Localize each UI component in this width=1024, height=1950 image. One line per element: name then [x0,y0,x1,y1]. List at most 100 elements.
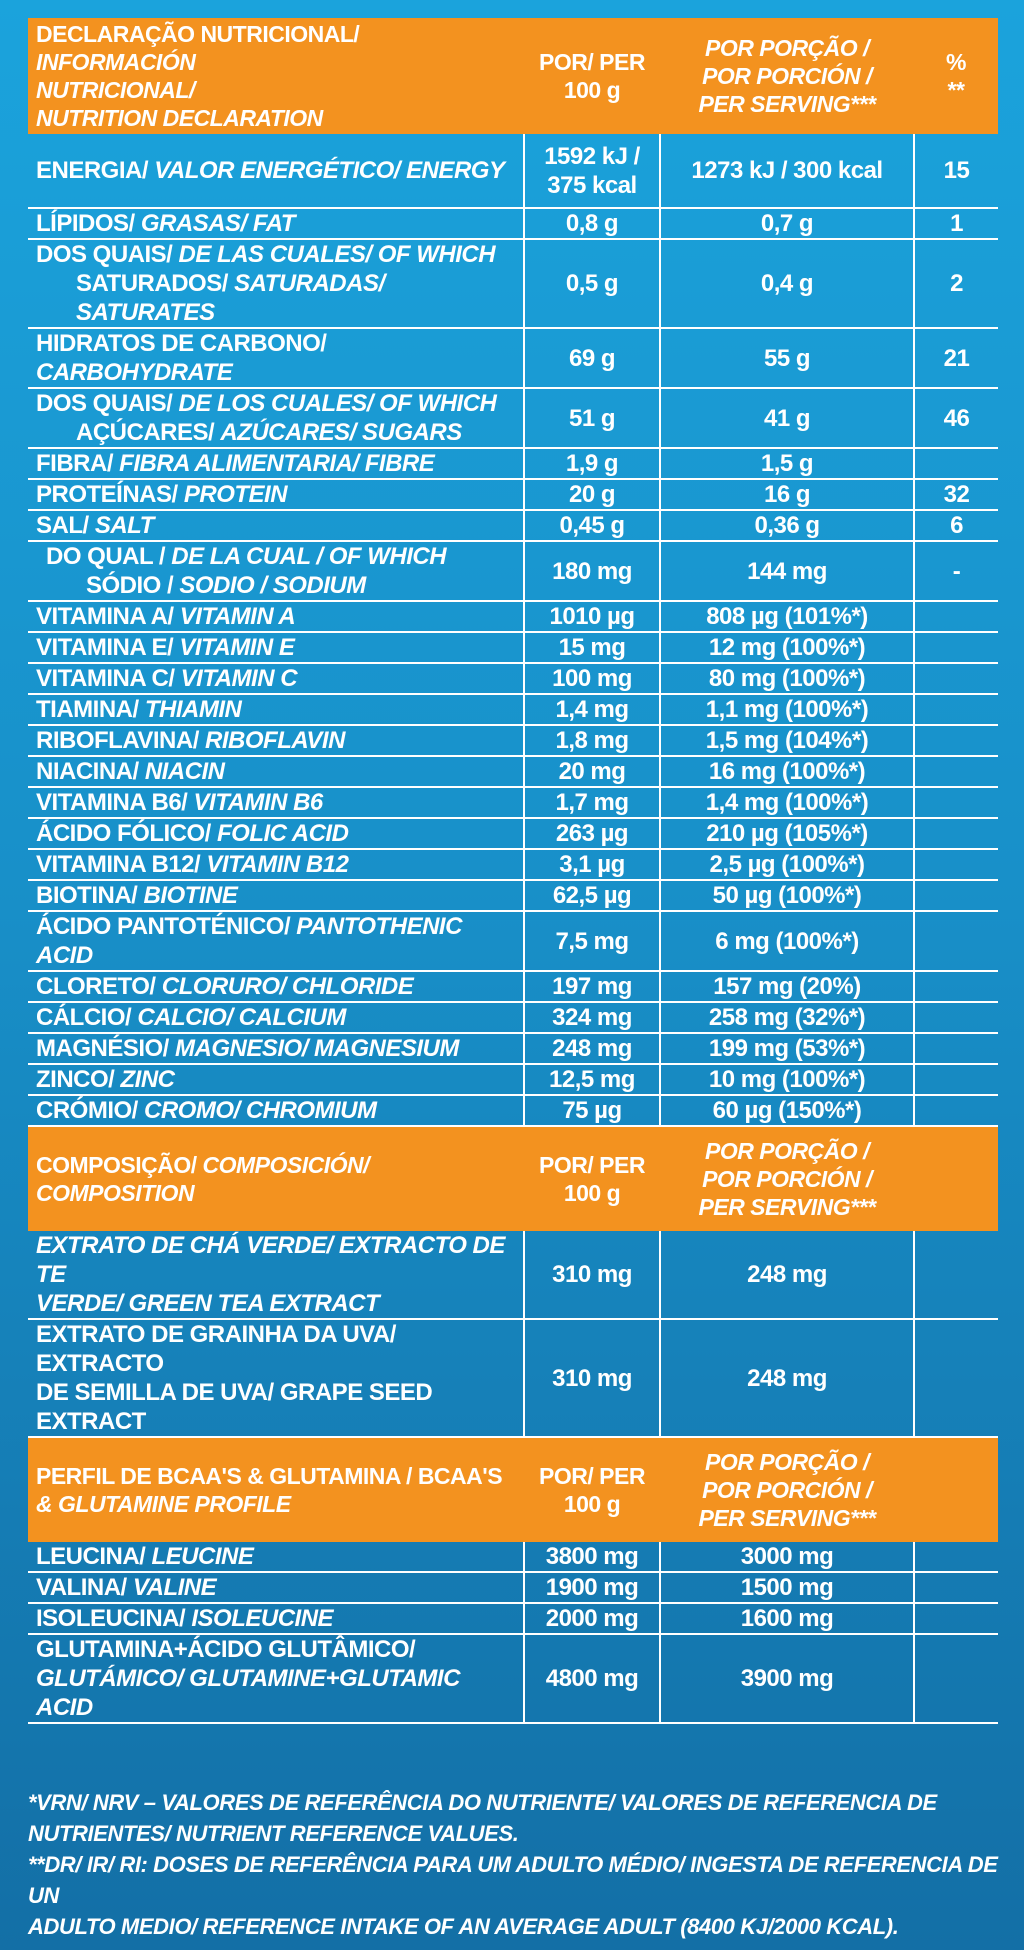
nutrient-name-es-en: NIACIN [144,758,225,785]
nutrient-name-pt: ZINCO/ [36,1066,121,1093]
nutrient-name: VITAMINA B6/ VITAMIN B6 [28,787,525,819]
nutrient-name-es-en: CALCIO/ CALCIUM [137,1004,346,1031]
amino-name-es-en: VALINE [132,1574,217,1601]
ingredient-name: EXTRATO DE GRAINHA DA UVA/ EXTRACTO DE SE… [28,1319,525,1438]
header-pct-line: ** [947,77,965,103]
value-per-serving: 3900 mg [660,1634,915,1724]
nutrient-name: CLORETO/ CLORURO/ CHLORIDE [28,971,525,1003]
nutrition-row: VITAMINA B6/ VITAMIN B6 1,7 mg 1,4 mg (100… [28,787,998,819]
nutrient-name: PROTEÍNAS/ PROTEIN [28,479,525,511]
footnote-ri: **DR/ IR/ RI: DOSES DE REFERÊNCIA PARA U… [28,1852,998,1908]
value-empty [914,1319,998,1438]
footnote-ri-cont: ADULTO MEDIO/ REFERENCE INTAKE OF AN AVE… [28,1914,899,1939]
nutrient-name-es-en: MAGNESIO/ MAGNESIUM [175,1035,459,1062]
nutrition-table-body: DECLARAÇÃO NUTRICIONAL/ INFORMACIÓN NUTR… [28,18,998,1127]
nutrient-name: ZINCO/ ZINC [28,1064,525,1096]
ingredient-name-line1: EXTRATO DE GRAINHA DA UVA/ EXTRACTO [36,1321,396,1377]
nutrient-name-es-en: VITAMIN B12 [206,851,349,878]
nutrient-name-es-en: BIOTINE [143,882,238,909]
nutrient-name-es-en: VITAMIN A [179,603,296,630]
nutrition-row: ÁCIDO FÓLICO/ FOLIC ACID 263 µg 210 µg (10… [28,818,998,850]
nutrition-row: TIAMINA/ THIAMIN 1,4 mg 1,1 mg (100%*) [28,694,998,726]
header-label-es: INFORMACIÓN [36,49,196,75]
value-percent-ri [914,971,998,1003]
value-per-serving: 0,7 g [660,208,915,240]
nutrition-row: RIBOFLAVINA/ RIBOFLAVIN 1,8 mg 1,5 mg (104… [28,725,998,757]
bcaa-row: LEUCINA/ LEUCINE 3800 mg 3000 mg [28,1542,998,1573]
composition-header-serving: POR PORÇÃO / POR PORCIÓN / PER SERVING**… [660,1127,914,1231]
value-per-100g: 324 mg [524,1002,661,1034]
ingredient-name: EXTRATO DE CHÁ VERDE/ EXTRACTO DE TE VERD… [28,1231,525,1320]
composition-header-empty [914,1127,998,1231]
nutrient-name: VITAMINA E/ VITAMIN E [28,632,525,664]
value-per-100g: 1,8 mg [524,725,661,757]
header-serving-line: POR PORCIÓN / [702,1477,872,1503]
nutrient-name-pt: CRÓMIO/ [36,1097,144,1124]
value-per-serving: 60 µg (150%*) [660,1095,915,1127]
nutrition-header-row: DECLARAÇÃO NUTRICIONAL/ INFORMACIÓN NUTR… [28,18,998,134]
value-per-serving: 144 mg [660,541,915,602]
value-per-serving: 55 g [660,328,915,389]
nutrient-name-pt: BIOTINA/ [36,882,144,909]
composition-header-row: COMPOSIÇÃO/ COMPOSICIÓN/ COMPOSITION POR… [28,1127,998,1231]
nutrient-name-pt: ÁCIDO FÓLICO/ [36,820,217,847]
value-empty [914,1634,998,1724]
value-per-100g: 20 g [524,479,661,511]
value-per-100g: 62,5 µg [524,880,661,912]
nutrient-name: CÁLCIO/ CALCIO/ CALCIUM [28,1002,525,1034]
value-per-100g: 4800 mg [524,1634,661,1724]
value-per-serving: 808 µg (101%*) [660,601,915,633]
nutrient-name-pt: TIAMINA/ [36,696,145,723]
nutrient-name-line2: SATURADOS/ SATURADAS/ SATURATES [36,269,515,327]
bcaa-header-empty [914,1438,998,1542]
amino-name-pt: GLUTAMINA+ÁCIDO GLUTÂMICO/ [36,1636,416,1663]
value-percent-ri [914,911,998,972]
value-percent-ri: 1 [914,208,998,240]
nutrient-name-pt2: AÇÚCARES/ [76,419,221,446]
header-per100-line: POR/ PER [539,1463,645,1489]
nutrient-name-es-en: VITAMIN E [179,634,295,661]
nutrition-row: DOS QUAIS/ DE LAS CUALES/ OF WHICH SATURA… [28,239,998,329]
nutrient-name-es-en2: SATURADAS/ SATURATES [76,270,385,326]
nutrient-name-es-en: VITAMIN B6 [193,789,324,816]
nutrient-name: VITAMINA B12/ VITAMIN B12 [28,849,525,881]
header-per100-line: POR/ PER [539,49,645,75]
value-per-100g: 180 mg [524,541,661,602]
value-per-serving: 80 mg (100%*) [660,663,915,695]
nutrient-name-pt: VITAMINA B12/ [36,851,207,878]
nutrient-name-pt2: SÓDIO / [86,572,180,599]
nutrient-name: VITAMINA A/ VITAMIN A [28,601,525,633]
value-per-serving: 0,4 g [660,239,915,329]
nutrient-name-pt: HIDRATOS DE CARBONO/ [36,330,327,357]
value-per-serving: 6 mg (100%*) [660,911,915,972]
value-per-serving: 41 g [660,388,915,449]
value-per-serving: 16 mg (100%*) [660,756,915,788]
nutrient-name-es-en: SALT [94,512,154,539]
nutrient-name: HIDRATOS DE CARBONO/ CARBOHYDRATE [28,328,525,389]
nutrient-name-es-en: DE LOS CUALES/ OF WHICH [178,390,497,417]
bcaa-header-line2: & GLUTAMINE PROFILE [36,1491,291,1517]
nutrient-name-pt: VITAMINA C/ [36,665,181,692]
value-per-serving: 1,5 g [660,448,915,480]
nutrient-name-es-en: FIBRA ALIMENTARIA/ FIBRE [119,450,435,477]
value-percent-ri [914,448,998,480]
value-per-serving: 210 µg (105%*) [660,818,915,850]
nutrition-row: DO QUAL / DE LA CUAL / OF WHICH SÓDIO / S… [28,541,998,602]
nutrition-table: DECLARAÇÃO NUTRICIONAL/ INFORMACIÓN NUTR… [28,18,998,1127]
composition-header-es-en: COMPOSICIÓN/ COMPOSITION [36,1152,370,1206]
nutrition-row: HIDRATOS DE CARBONO/ CARBOHYDRATE 69 g 55 … [28,328,998,389]
nutrient-name-pt: DOS QUAIS/ [36,241,179,268]
value-per-100g: 1,9 g [524,448,661,480]
nutrition-row: VITAMINA E/ VITAMIN E 15 mg 12 mg (100%*) [28,632,998,664]
nutrient-name-es-en: CROMO/ CHROMIUM [144,1097,377,1124]
value-percent-ri [914,694,998,726]
nutrient-name-line2: SÓDIO / SODIO / SODIUM [46,571,366,600]
bcaa-row: GLUTAMINA+ÁCIDO GLUTÂMICO/GLUTÁMICO/ GLU… [28,1634,998,1724]
nutrient-name-es-en: THIAMIN [144,696,242,723]
composition-table-body: COMPOSIÇÃO/ COMPOSICIÓN/ COMPOSITION POR… [28,1127,998,1438]
value-per-100g: 1,7 mg [524,787,661,819]
value-per-serving: 50 µg (100%*) [660,880,915,912]
value-per-serving: 248 mg [660,1319,915,1438]
value-per-serving: 157 mg (20%) [660,971,915,1003]
